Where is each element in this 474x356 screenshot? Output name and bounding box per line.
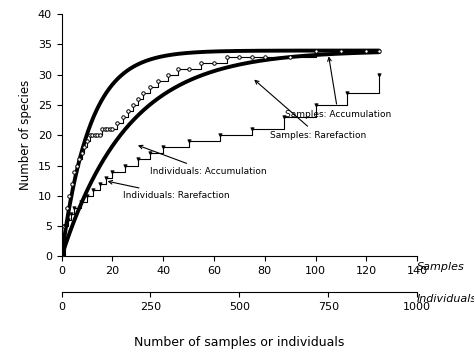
Text: Number of samples or individuals: Number of samples or individuals [134, 336, 345, 349]
Text: Individuals: Individuals [417, 294, 474, 304]
Y-axis label: Number of species: Number of species [19, 80, 32, 190]
Text: Samples: Samples [417, 262, 465, 272]
Text: Individuals: Rarefaction: Individuals: Rarefaction [109, 180, 229, 200]
Text: Samples: Accumulation: Samples: Accumulation [285, 58, 392, 119]
Text: Samples: Rarefaction: Samples: Rarefaction [255, 80, 366, 140]
Text: Individuals: Accumulation: Individuals: Accumulation [139, 145, 267, 176]
